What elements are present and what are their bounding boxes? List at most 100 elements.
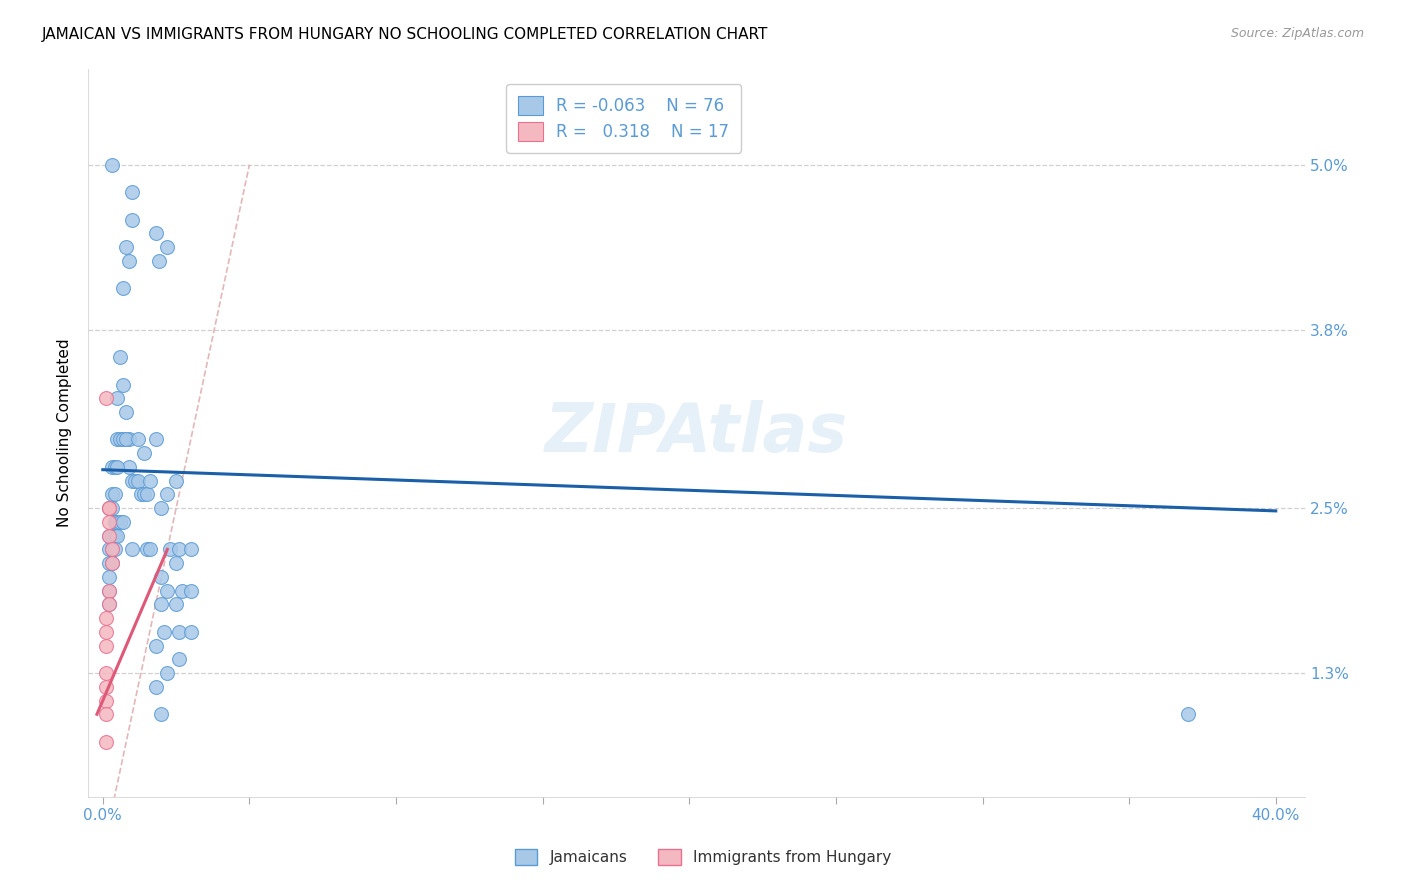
Point (129, 487, 152, 501)
Point (115, 405, 138, 419)
Point (150, 501, 173, 516)
Point (94, 666, 117, 681)
Point (100, 556, 122, 570)
Point (165, 598, 187, 612)
Point (97, 598, 120, 612)
Point (94, 707, 117, 722)
Point (97, 515, 120, 529)
Text: JAMAICAN VS IMMIGRANTS FROM HUNGARY NO SCHOOLING COMPLETED CORRELATION CHART: JAMAICAN VS IMMIGRANTS FROM HUNGARY NO S… (42, 27, 769, 42)
Point (180, 583, 202, 598)
Point (103, 515, 125, 529)
Point (94, 624, 117, 639)
Point (159, 542, 181, 557)
Point (180, 542, 202, 557)
Point (145, 227, 167, 241)
Point (132, 487, 155, 501)
Point (150, 598, 173, 612)
Point (94, 611, 117, 625)
Point (180, 624, 202, 639)
Point (156, 583, 179, 598)
Point (121, 185, 143, 199)
Point (100, 459, 122, 474)
Point (115, 240, 138, 254)
Point (97, 542, 120, 557)
Point (148, 253, 170, 268)
Point (97, 528, 120, 542)
Point (135, 487, 157, 501)
Point (97, 570, 120, 584)
Point (94, 639, 117, 653)
Point (167, 624, 190, 639)
Point (97, 583, 120, 598)
Point (107, 515, 129, 529)
Point (124, 474, 146, 488)
Point (127, 433, 149, 447)
Point (165, 474, 187, 488)
Point (156, 240, 179, 254)
Point (110, 515, 132, 529)
Point (97, 501, 120, 516)
Point (165, 556, 187, 570)
Point (150, 707, 173, 722)
Point (1177, 707, 1199, 722)
Point (115, 433, 138, 447)
Point (127, 474, 149, 488)
Point (100, 542, 122, 557)
Point (100, 528, 122, 542)
Point (107, 459, 129, 474)
Point (145, 680, 167, 694)
Y-axis label: No Schooling Completed: No Schooling Completed (58, 338, 72, 527)
Point (100, 501, 122, 516)
Point (107, 433, 129, 447)
Legend: Jamaicans, Immigrants from Hungary: Jamaicans, Immigrants from Hungary (509, 843, 897, 871)
Point (94, 735, 117, 749)
Point (97, 556, 120, 570)
Point (170, 583, 193, 598)
Point (110, 433, 132, 447)
Point (97, 598, 120, 612)
Point (97, 501, 120, 516)
Text: ZIPAtlas: ZIPAtlas (546, 400, 848, 466)
Legend: R = -0.063    N = 76, R =   0.318    N = 17: R = -0.063 N = 76, R = 0.318 N = 17 (506, 84, 741, 153)
Point (97, 501, 120, 516)
Point (103, 528, 125, 542)
Point (100, 487, 122, 501)
Point (132, 446, 155, 460)
Point (118, 433, 141, 447)
Point (97, 583, 120, 598)
Point (138, 542, 160, 557)
Point (150, 570, 173, 584)
Point (167, 652, 190, 666)
Point (167, 542, 190, 557)
Point (103, 459, 125, 474)
Point (112, 515, 135, 529)
Point (110, 350, 132, 364)
Text: Source: ZipAtlas.com: Source: ZipAtlas.com (1230, 27, 1364, 40)
Point (100, 556, 122, 570)
Point (107, 391, 129, 405)
Point (118, 253, 141, 268)
Point (121, 542, 143, 557)
Point (145, 433, 167, 447)
Point (94, 391, 117, 405)
Point (138, 474, 160, 488)
Point (103, 487, 125, 501)
Point (145, 639, 167, 653)
Point (103, 542, 125, 557)
Point (121, 474, 143, 488)
Point (156, 666, 179, 681)
Point (121, 212, 143, 227)
Point (118, 459, 141, 474)
Point (112, 377, 135, 392)
Point (153, 624, 176, 639)
Point (107, 528, 129, 542)
Point (100, 542, 122, 557)
Point (100, 158, 122, 172)
Point (112, 281, 135, 295)
Point (94, 680, 117, 694)
Point (97, 528, 120, 542)
Point (135, 542, 157, 557)
Point (94, 693, 117, 707)
Point (156, 487, 179, 501)
Point (112, 433, 135, 447)
